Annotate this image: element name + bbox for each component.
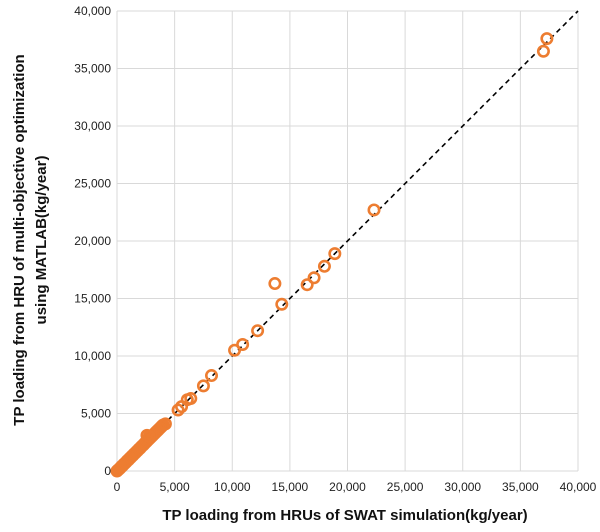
data-point — [205, 369, 219, 383]
data-point — [307, 271, 321, 285]
x-tick-label: 5,000 — [160, 480, 190, 494]
data-point — [367, 203, 381, 217]
y-tick-label: 10,000 — [74, 349, 111, 363]
y-tick-label: 35,000 — [74, 62, 111, 76]
x-tick-label: 40,000 — [560, 480, 597, 494]
data-point — [184, 392, 198, 406]
x-tick-label: 0 — [114, 480, 121, 494]
data-point — [536, 44, 550, 58]
x-axis-title: TP loading from HRUs of SWAT simulation(… — [162, 507, 527, 524]
data-point — [158, 417, 172, 431]
x-tick-label: 35,000 — [502, 480, 539, 494]
y-axis-title-line-1: TP loading from HRU of multi-objective o… — [11, 54, 28, 425]
y-tick-label: 30,000 — [74, 119, 111, 133]
data-point — [171, 403, 185, 417]
y-tick-label: 0 — [104, 464, 111, 478]
x-axis-ticks: 0 5,000 10,000 15,000 20,000 25,000 30,000 35,0… — [114, 480, 597, 494]
data-point — [268, 277, 282, 291]
data-point — [317, 259, 331, 273]
data-point — [196, 379, 210, 393]
y-tick-label: 25,000 — [74, 177, 111, 191]
y-tick-label: 40,000 — [74, 4, 111, 18]
x-tick-label: 20,000 — [329, 480, 366, 494]
x-tick-label: 10,000 — [214, 480, 251, 494]
x-tick-label: 30,000 — [444, 480, 481, 494]
y-tick-label: 5,000 — [81, 407, 111, 421]
data-point — [251, 324, 265, 338]
data-point — [142, 429, 156, 443]
y-tick-label: 20,000 — [74, 234, 111, 248]
y-axis-title-line-2: using MATLAB(kg/year) — [33, 156, 50, 325]
data-point — [236, 337, 250, 351]
y-axis-ticks: 0 5,000 10,000 15,000 20,000 25,000 30,000 35,0… — [74, 4, 111, 478]
data-points — [110, 32, 554, 478]
data-point — [275, 297, 289, 311]
x-tick-label: 25,000 — [387, 480, 424, 494]
data-point — [540, 32, 554, 46]
data-point — [300, 278, 314, 292]
y-tick-label: 15,000 — [74, 292, 111, 306]
data-point — [328, 247, 342, 261]
x-tick-label: 15,000 — [272, 480, 309, 494]
